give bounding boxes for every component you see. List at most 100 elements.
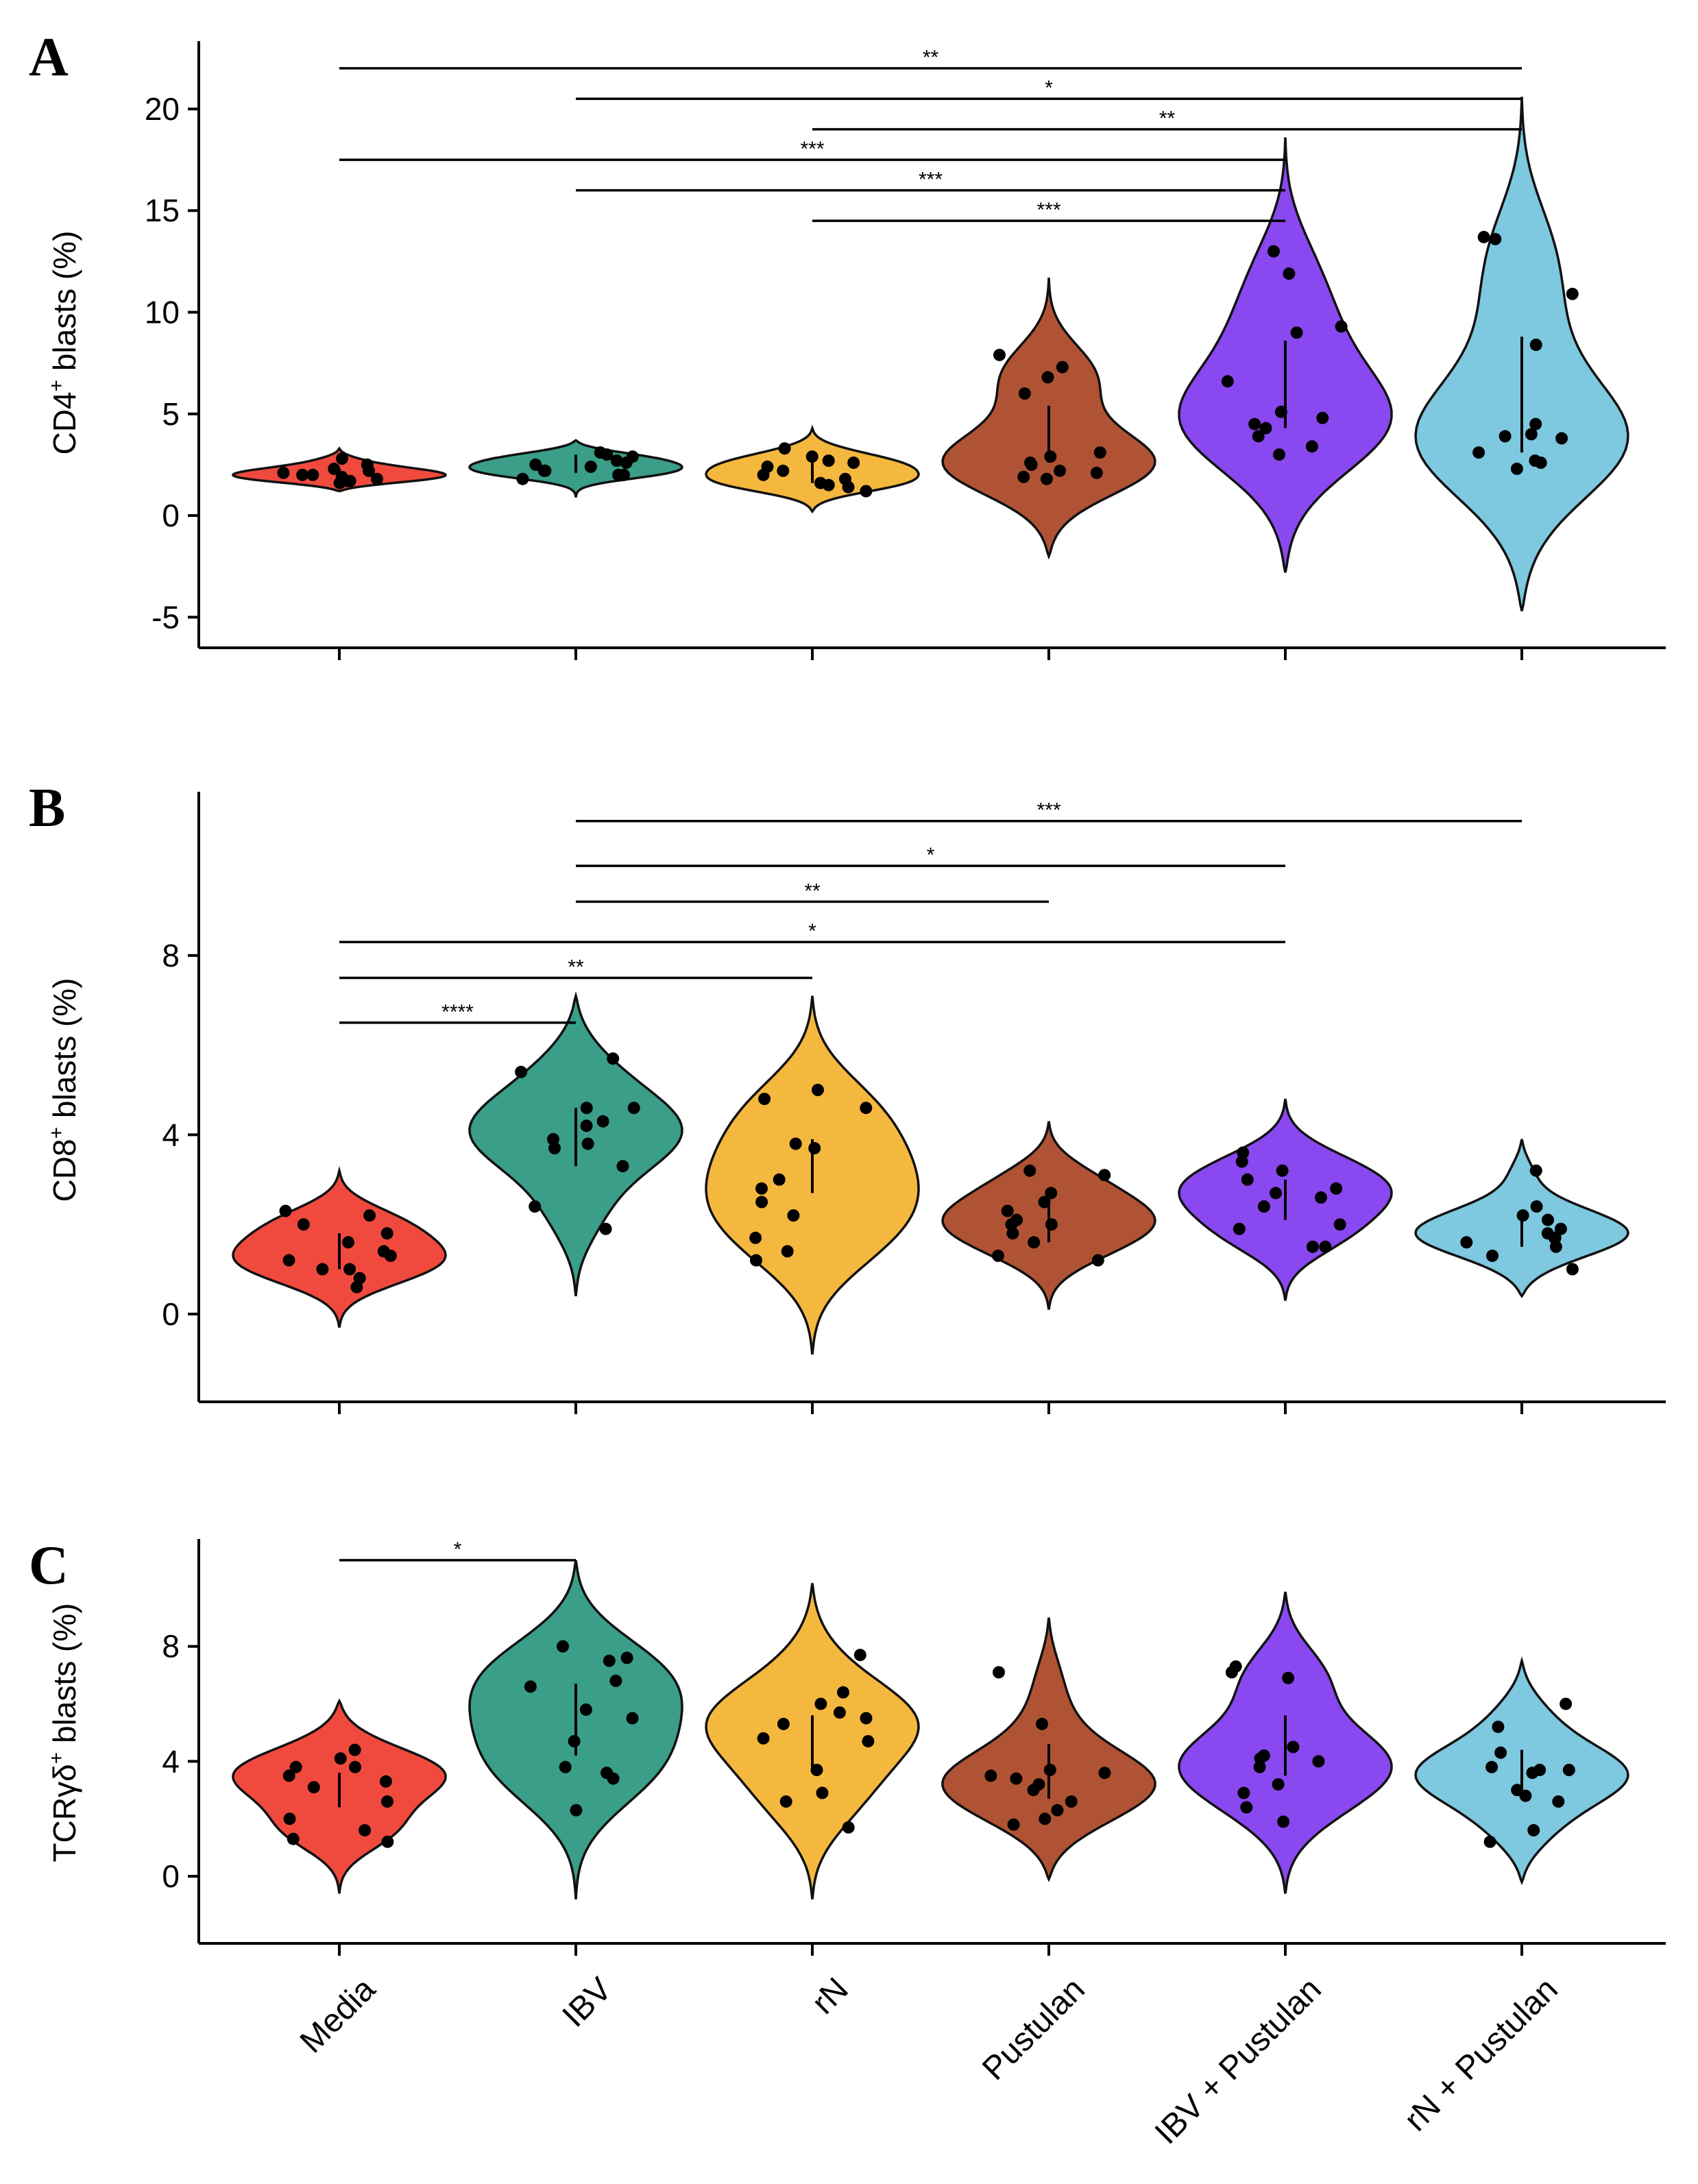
data-point: [1555, 432, 1568, 445]
significance-label: **: [923, 47, 939, 69]
y-axis-label: TCRγδ+ blasts (%): [45, 1603, 82, 1863]
data-point: [343, 1263, 356, 1276]
data-point: [584, 460, 597, 473]
data-point: [363, 464, 375, 477]
data-point: [282, 1254, 295, 1267]
data-point: [1499, 430, 1512, 443]
data-point: [1282, 1671, 1295, 1684]
data-point: [282, 1769, 295, 1782]
data-point: [1510, 462, 1523, 475]
data-point: [822, 454, 835, 467]
data-point: [816, 1786, 829, 1799]
data-point: [316, 1263, 329, 1276]
data-point: [837, 1686, 849, 1699]
data-point: [860, 1712, 873, 1725]
data-point: [1233, 1222, 1246, 1235]
data-point: [773, 1173, 786, 1186]
data-point: [1268, 245, 1280, 258]
data-point: [1248, 417, 1261, 430]
data-point: [1519, 1789, 1532, 1802]
data-point: [755, 1182, 768, 1195]
significance-label: ***: [1036, 199, 1060, 221]
data-point: [379, 1775, 392, 1788]
significance-label: **: [804, 879, 821, 902]
data-point: [1259, 422, 1272, 435]
data-point: [1018, 387, 1031, 400]
data-point: [1252, 430, 1265, 443]
data-point: [1494, 1746, 1507, 1759]
data-point: [1065, 1795, 1078, 1808]
data-point: [1560, 1697, 1573, 1710]
data-point: [363, 1209, 376, 1222]
panel-letter: C: [29, 1536, 69, 1596]
data-point: [1040, 472, 1053, 485]
data-point: [1240, 1801, 1253, 1814]
data-point: [1045, 1187, 1058, 1200]
data-point: [1333, 1218, 1346, 1231]
data-point: [1028, 1236, 1041, 1249]
data-point: [860, 485, 873, 498]
data-point: [1221, 375, 1234, 388]
data-point: [1277, 1815, 1290, 1828]
data-point: [1027, 1784, 1040, 1797]
data-point: [1024, 457, 1036, 469]
data-point: [1541, 1227, 1554, 1240]
data-point: [812, 1084, 824, 1096]
data-point: [1045, 1218, 1058, 1231]
data-point: [529, 458, 542, 471]
data-point: [381, 1835, 394, 1848]
data-point: [1549, 1240, 1562, 1253]
data-point: [580, 1102, 593, 1115]
data-point: [993, 1666, 1005, 1679]
data-point: [1043, 1764, 1056, 1776]
data-point: [524, 1680, 537, 1693]
data-point: [547, 1132, 559, 1145]
x-category-label: IBV: [556, 1971, 619, 2034]
data-point: [1525, 428, 1538, 441]
data-point: [1529, 417, 1542, 430]
data-point: [1272, 1778, 1285, 1791]
data-point: [1023, 1164, 1036, 1177]
y-tick-label: 4: [162, 1117, 180, 1152]
data-point: [289, 1760, 302, 1773]
x-category-label: IBV + Pustulan: [1148, 1971, 1329, 2151]
data-point: [1098, 1169, 1111, 1182]
data-point: [993, 348, 1006, 361]
data-point: [1235, 1155, 1248, 1168]
data-point: [1273, 448, 1285, 461]
data-point: [626, 1712, 639, 1725]
data-point: [1319, 1240, 1332, 1253]
data-point: [1237, 1146, 1250, 1159]
data-point: [581, 1137, 594, 1150]
data-point: [757, 468, 770, 481]
data-point: [1315, 1191, 1327, 1204]
data-point: [1485, 1760, 1499, 1773]
data-point: [1274, 405, 1287, 418]
data-point: [755, 1196, 768, 1209]
data-point: [860, 1102, 873, 1115]
data-point: [1041, 371, 1054, 384]
data-point: [627, 1102, 640, 1115]
y-tick-label: 15: [145, 193, 180, 228]
data-point: [1312, 1755, 1325, 1768]
data-point: [1335, 320, 1348, 333]
data-point: [607, 1052, 620, 1065]
data-point: [1098, 1767, 1111, 1780]
data-point: [1477, 230, 1490, 243]
data-point: [348, 1743, 361, 1756]
data-point: [1257, 1200, 1270, 1213]
y-tick-label: 10: [145, 295, 180, 330]
x-category-label: Pustulan: [975, 1971, 1092, 2087]
data-point: [618, 468, 630, 481]
data-point: [805, 450, 818, 463]
data-point: [1283, 267, 1296, 280]
data-point: [749, 1231, 762, 1244]
panel-letter: B: [29, 778, 65, 838]
panel-c: C 0 4 8 TCRγδ+ blasts (%) *: [29, 1536, 1666, 1956]
data-point: [1054, 464, 1067, 477]
data-point: [603, 1654, 616, 1667]
data-point: [810, 1764, 823, 1776]
data-point: [287, 1832, 300, 1845]
